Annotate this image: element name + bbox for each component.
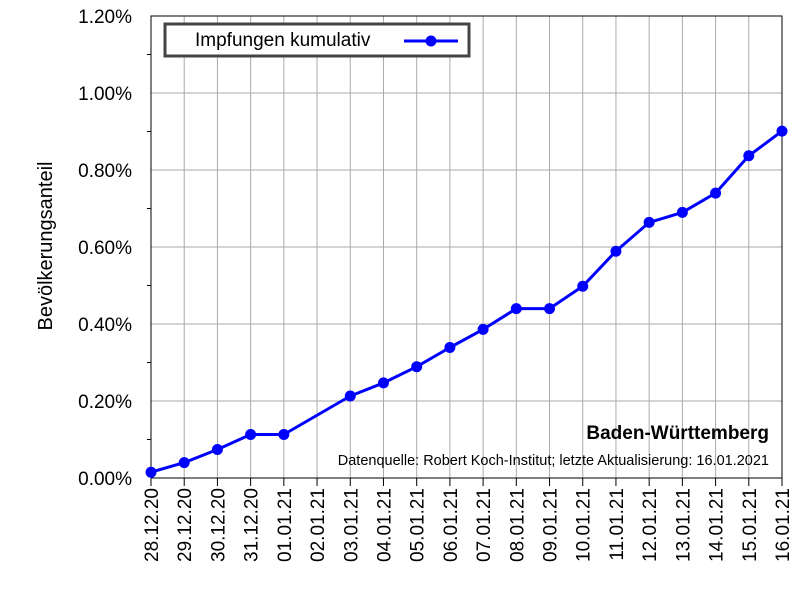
x-tick-label: 15.01.21: [740, 488, 761, 562]
data-point: [676, 206, 688, 218]
x-tick-label: 03.01.21: [341, 488, 362, 562]
y-tick-label: 0.40%: [78, 315, 132, 336]
data-point: [710, 187, 722, 199]
data-point: [211, 444, 223, 456]
data-point: [544, 303, 556, 315]
x-tick-label: 29.12.20: [175, 488, 196, 562]
chart-subtitle: Datenquelle: Robert Koch-Institut; letzt…: [338, 453, 769, 469]
y-tick-label: 0.80%: [78, 161, 132, 182]
data-point: [344, 390, 356, 402]
data-point: [145, 466, 157, 478]
data-point: [610, 245, 622, 257]
data-point: [643, 216, 655, 228]
legend-label: Impfungen kumulativ: [195, 30, 371, 51]
x-tick-label: 02.01.21: [308, 488, 329, 562]
x-tick-label: 28.12.20: [142, 488, 163, 562]
x-tick-label: 04.01.21: [374, 488, 395, 562]
legend-marker-swatch: [425, 35, 437, 47]
x-tick-label: 16.01.21: [773, 488, 794, 562]
x-tick-label: 31.12.20: [242, 488, 263, 562]
data-point: [411, 361, 423, 373]
data-point: [743, 150, 755, 162]
grid: [150, 15, 783, 479]
data-point: [776, 125, 788, 137]
chart-title: Baden-Württemberg: [586, 423, 769, 444]
y-tick-label: 0.00%: [78, 469, 132, 490]
data-point: [444, 341, 456, 353]
series-line: [150, 129, 783, 474]
data-point: [577, 280, 589, 292]
x-axis: 28.12.20 29.12.20 30.12.20 31.12.20 01.01.21…: [142, 478, 794, 562]
x-tick-label: 08.01.21: [507, 488, 528, 562]
x-tick-label: 05.01.21: [408, 488, 429, 562]
x-tick-label: 10.01.21: [574, 488, 595, 562]
plot-area-border: [150, 15, 783, 479]
x-tick-label: 09.01.21: [541, 488, 562, 562]
data-point: [278, 428, 290, 440]
x-tick-label: 30.12.20: [208, 488, 229, 562]
series-group: [145, 125, 788, 478]
y-tick-label: 0.20%: [78, 392, 132, 413]
y-axis: 0.00% 0.20% 0.40% 0.60% 0.80% 1.00% 1.20%: [78, 7, 151, 490]
x-tick-label: 14.01.21: [707, 488, 728, 562]
x-tick-label: 13.01.21: [673, 488, 694, 562]
data-point: [510, 303, 522, 315]
x-tick-label: 12.01.21: [640, 488, 661, 562]
y-tick-label: 1.20%: [78, 7, 132, 28]
legend: Impfungen kumulativ: [163, 22, 471, 58]
data-point: [245, 428, 257, 440]
y-tick-label: 1.00%: [78, 84, 132, 105]
data-point: [477, 323, 489, 335]
y-tick-label: 0.60%: [78, 238, 132, 259]
x-tick-label: 11.01.21: [607, 488, 628, 561]
data-point: [178, 457, 190, 469]
data-point: [377, 377, 389, 389]
y-axis-label: Bevölkerungsanteil: [35, 162, 57, 331]
x-tick-label: 06.01.21: [441, 488, 462, 562]
x-tick-label: 01.01.21: [275, 488, 296, 562]
x-tick-label: 07.01.21: [474, 488, 495, 562]
